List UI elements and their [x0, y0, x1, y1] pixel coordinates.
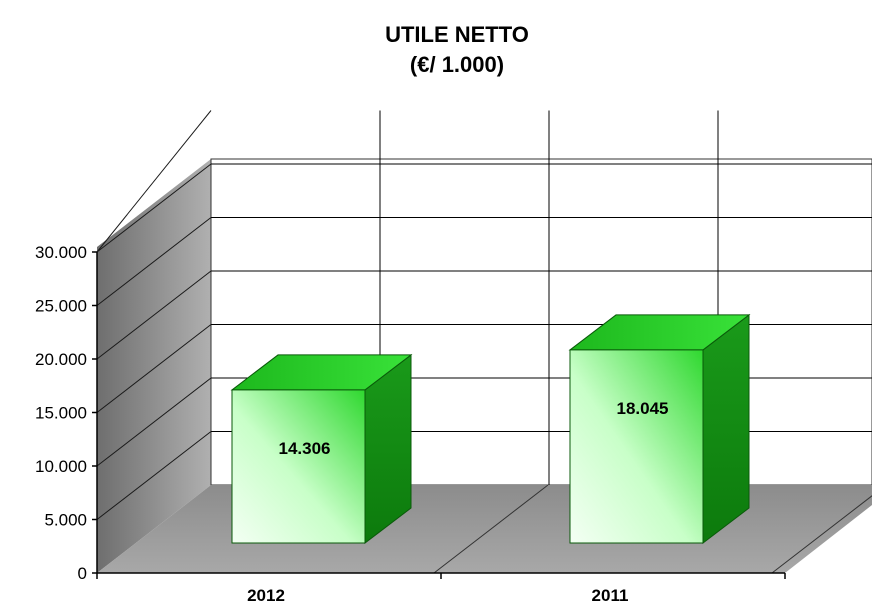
gridline-side-5: [96, 217, 212, 306]
bar-front-face: [231, 389, 366, 544]
floor-divider-0: [433, 484, 549, 574]
gridline-side-2: [96, 377, 212, 467]
y-axis: 0 5.000 10.000 15.000 20.000 25.000 30.000: [35, 243, 98, 583]
bar-front-face: [569, 349, 704, 544]
gridline-side-6: [96, 163, 212, 253]
bars: 14.306 18.045: [230, 313, 751, 545]
bar-side-face: [702, 313, 750, 545]
floor-divider-1: [771, 495, 872, 574]
y-tick-label: 25.000: [35, 297, 87, 316]
chart-title-line-2: (€/ 1.000): [410, 52, 504, 77]
y-tick-label: 20.000: [35, 350, 87, 369]
y-tick-label: 15.000: [35, 404, 87, 423]
x-category-label: 2011: [592, 586, 629, 604]
gridline-side-4: [96, 270, 212, 360]
y-tick-label: 0: [78, 564, 87, 583]
x-category-label: 2012: [247, 586, 285, 604]
side-wall: [97, 159, 211, 573]
data-label-2011: 18.045: [617, 399, 669, 418]
gridline-side-3: [96, 324, 212, 413]
gridlines: [96, 110, 872, 574]
data-label-2012: 14.306: [279, 439, 331, 458]
y-tick-label: 30.000: [35, 243, 87, 262]
bar-2012: [230, 353, 413, 545]
gridline-side-top: [96, 110, 212, 253]
floor: [97, 485, 872, 573]
y-tick-label: 5.000: [44, 511, 87, 530]
y-tick-label: 10.000: [35, 457, 87, 476]
bar-2011: [568, 313, 751, 545]
chart-title: UTILE NETTO (€/ 1.000): [385, 22, 529, 77]
x-axis: 2012 2011: [96, 572, 786, 604]
chart-title-line-1: UTILE NETTO: [385, 22, 529, 47]
gridline-side-1: [96, 431, 212, 520]
